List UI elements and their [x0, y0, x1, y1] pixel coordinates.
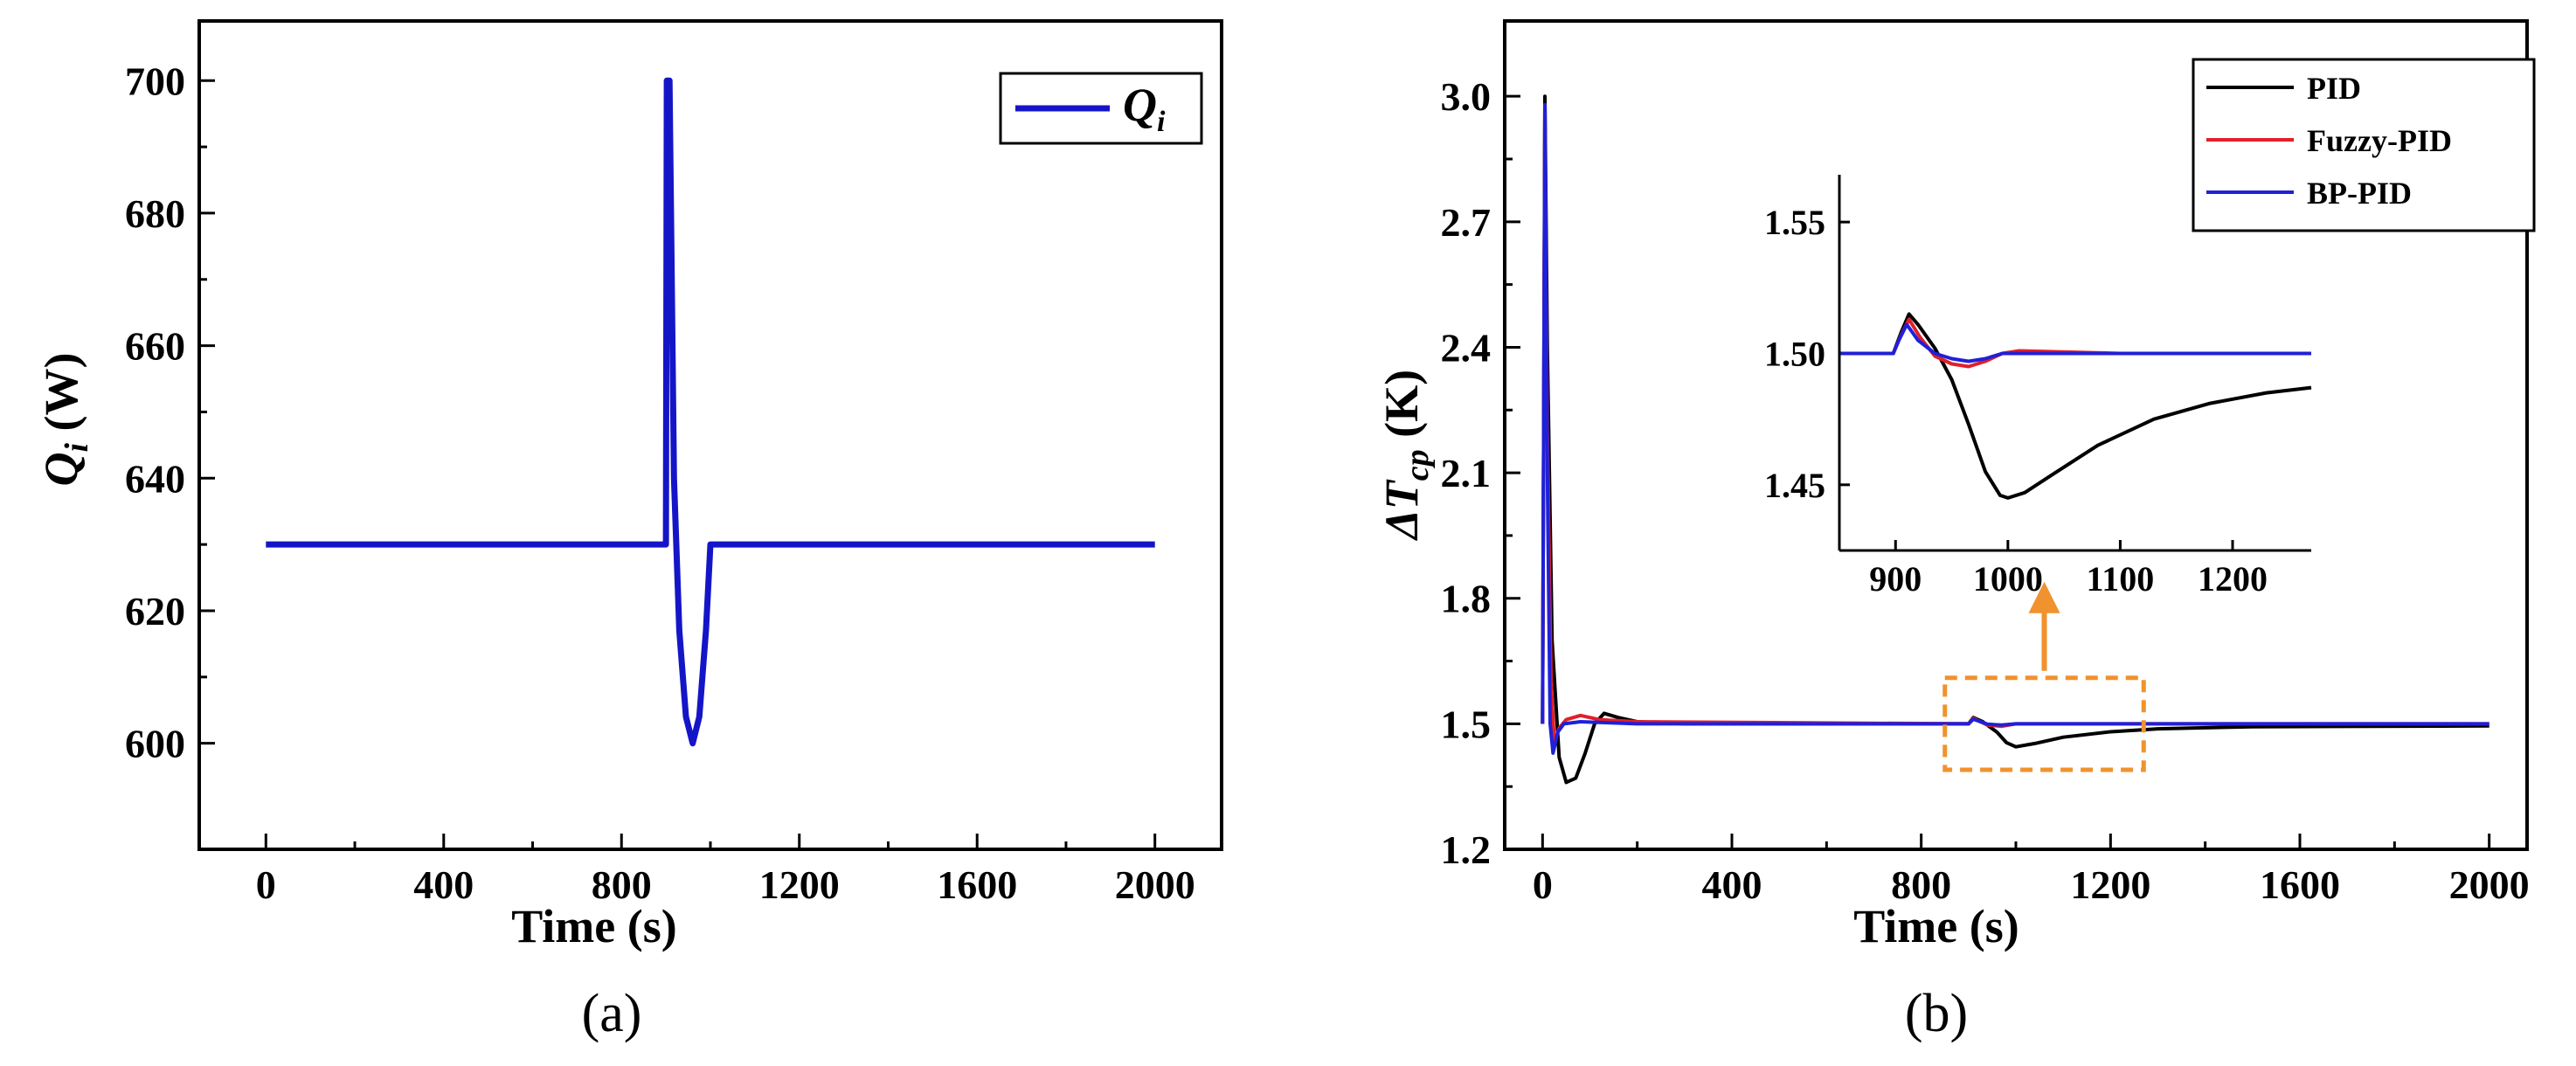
- inset-line-pid: [1839, 312, 2312, 500]
- b-y-tick-label: 1.2: [1441, 827, 1492, 872]
- series-group-a: [266, 77, 1155, 747]
- legend-b: PID Fuzzy-PID BP-PID: [2192, 58, 2536, 232]
- a-x-tick-label: 2000: [1115, 862, 1195, 907]
- inset-x-ticks: 900 1000 1100 1200: [1869, 540, 2268, 599]
- inset-series-group: [1839, 312, 2312, 500]
- a-y-tick-label: 700: [125, 59, 185, 103]
- a-x-tick-label: 1200: [759, 862, 840, 907]
- series-line-qi: [266, 77, 1155, 747]
- panel-a: 0 400 800 1200 1600 2000 600 620 640 660 680 700 Q…: [35, 19, 1223, 1043]
- inset-x-tick-label: 1100: [2087, 559, 2155, 599]
- series-line-bp-pid: [1541, 102, 2489, 755]
- b-x-tick-label: 800: [1891, 862, 1951, 907]
- legend-label-qi: Qi: [1123, 79, 1166, 138]
- a-y-tick-label: 640: [125, 456, 185, 501]
- b-x-tick-label: 2000: [2449, 862, 2530, 907]
- a-y-tick-label: 600: [125, 722, 185, 766]
- b-x-tick-label: 400: [1702, 862, 1762, 907]
- inset-x-tick-label: 900: [1869, 559, 1922, 599]
- x-axis-label-a: Time (s): [511, 900, 676, 952]
- x-ticks-a: 0 400 800 1200 1600 2000: [256, 834, 1195, 907]
- panel-label-a: (a): [582, 984, 642, 1043]
- inset-x-tick-label: 1200: [2198, 559, 2268, 599]
- inset-line-bp-pid: [1839, 322, 2311, 363]
- b-y-tick-label: 2.1: [1441, 451, 1492, 495]
- a-x-tick-label: 800: [592, 862, 652, 907]
- panel-b: 0 400 800 1200 1600 2000 1.2 1.5 1.8 2.1 2.4 2.7 3.…: [1375, 19, 2536, 1043]
- b-y-tick-label: 3.0: [1441, 74, 1492, 119]
- legend-entry-pid-label: PID: [2307, 71, 2361, 106]
- a-y-tick-label: 680: [125, 191, 185, 236]
- b-y-tick-label: 1.8: [1441, 577, 1492, 621]
- a-x-tick-label: 400: [413, 862, 474, 907]
- legend-entry-bp-pid-label: BP-PID: [2307, 176, 2412, 211]
- y-ticks-a: 600 620 640 660 680 700: [125, 59, 215, 766]
- y-axis-label-a: Qi (W): [35, 352, 95, 486]
- x-axis-label-b: Time (s): [1853, 900, 2019, 952]
- b-x-tick-label: 1600: [2260, 862, 2340, 907]
- inset-y-ticks: 1.45 1.50 1.55: [1764, 203, 1850, 505]
- b-x-tick-label: 1200: [2070, 862, 2150, 907]
- panel-label-b: (b): [1905, 984, 1968, 1043]
- a-x-tick-label: 1600: [937, 862, 1017, 907]
- inset-y-tick-label: 1.50: [1764, 334, 1825, 373]
- legend-entry-fuzzy-pid-label: Fuzzy-PID: [2307, 123, 2452, 158]
- inset-y-tick-label: 1.55: [1764, 203, 1825, 242]
- series-group-b: [1541, 94, 2489, 785]
- legend-a: Qi: [999, 72, 1203, 145]
- plot-frame-a: [197, 19, 1223, 851]
- a-x-tick-label: 0: [256, 862, 276, 907]
- zoom-arrow-head: [2028, 581, 2060, 613]
- b-x-tick-label: 0: [1533, 862, 1553, 907]
- zoom-region-box: [1942, 675, 2146, 772]
- a-y-tick-label: 660: [125, 324, 185, 369]
- svg-text:ΔTcp (K): ΔTcp (K): [1375, 370, 1436, 541]
- zoom-arrow: [2028, 581, 2060, 671]
- svg-text:Qi (W): Qi (W): [35, 352, 95, 486]
- x-ticks-b: 0 400 800 1200 1600 2000: [1533, 834, 2530, 907]
- a-y-tick-label: 620: [125, 589, 185, 633]
- b-y-tick-label: 1.5: [1441, 702, 1492, 746]
- inset-x-tick-label: 1000: [1973, 559, 2043, 599]
- b-y-tick-label: 2.7: [1441, 200, 1492, 245]
- y-ticks-b: 1.2 1.5 1.8 2.1 2.4 2.7 3.0: [1441, 74, 1520, 872]
- y-axis-label-b: ΔTcp (K): [1375, 370, 1436, 541]
- inset-plot: 900 1000 1100 1200 1.45 1.50 1.55: [1764, 175, 2312, 599]
- inset-y-tick-label: 1.45: [1764, 466, 1825, 505]
- b-y-tick-label: 2.4: [1441, 325, 1492, 370]
